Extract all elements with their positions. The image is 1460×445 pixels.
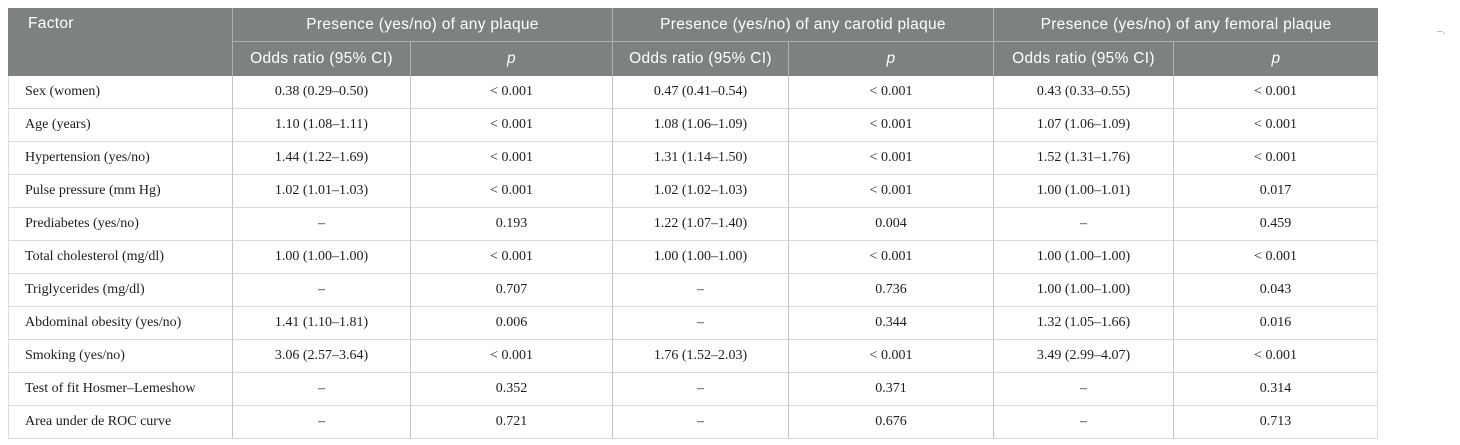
value-cell: 1.41 (1.10–1.81)	[232, 307, 410, 340]
factor-cell: Sex (women)	[8, 76, 232, 109]
subheader-odds-ratio-femoral: Odds ratio (95% CI)	[993, 41, 1173, 76]
value-cell: 0.004	[788, 208, 993, 241]
value-cell: < 0.001	[788, 142, 993, 175]
factor-cell: Total cholesterol (mg/dl)	[8, 241, 232, 274]
column-header-factor: Factor	[8, 8, 232, 76]
subheader-p-femoral: p	[1173, 41, 1378, 76]
value-cell: 1.00 (1.00–1.00)	[993, 241, 1173, 274]
value-cell: 0.017	[1173, 175, 1378, 208]
factor-cell: Triglycerides (mg/dl)	[8, 274, 232, 307]
factor-cell: Test of fit Hosmer–Lemeshow	[8, 373, 232, 406]
value-cell: 0.676	[788, 406, 993, 439]
value-cell: < 0.001	[1173, 109, 1378, 142]
value-cell: < 0.001	[1173, 142, 1378, 175]
factor-cell: Smoking (yes/no)	[8, 340, 232, 373]
subheader-odds-ratio-carotid: Odds ratio (95% CI)	[612, 41, 788, 76]
value-cell: 0.459	[1173, 208, 1378, 241]
value-cell: < 0.001	[1173, 340, 1378, 373]
value-cell: –	[232, 373, 410, 406]
value-cell: < 0.001	[410, 175, 612, 208]
value-cell: 1.02 (1.01–1.03)	[232, 175, 410, 208]
value-cell: 1.00 (1.00–1.00)	[612, 241, 788, 274]
value-cell: –	[232, 406, 410, 439]
value-cell: 1.08 (1.06–1.09)	[612, 109, 788, 142]
value-cell: 0.043	[1173, 274, 1378, 307]
subheader-odds-ratio-any: Odds ratio (95% CI)	[232, 41, 410, 76]
value-cell: < 0.001	[410, 109, 612, 142]
value-cell: < 0.001	[788, 241, 993, 274]
value-cell: 1.07 (1.06–1.09)	[993, 109, 1173, 142]
value-cell: 3.06 (2.57–3.64)	[232, 340, 410, 373]
value-cell: –	[612, 406, 788, 439]
value-cell: 1.00 (1.00–1.00)	[232, 241, 410, 274]
value-cell: < 0.001	[788, 76, 993, 109]
value-cell: 0.371	[788, 373, 993, 406]
value-cell: < 0.001	[410, 76, 612, 109]
factor-cell: Hypertension (yes/no)	[8, 142, 232, 175]
value-cell: < 0.001	[788, 109, 993, 142]
value-cell: –	[612, 373, 788, 406]
value-cell: 1.02 (1.02–1.03)	[612, 175, 788, 208]
factor-cell: Prediabetes (yes/no)	[8, 208, 232, 241]
value-cell: 0.38 (0.29–0.50)	[232, 76, 410, 109]
factor-cell: Age (years)	[8, 109, 232, 142]
value-cell: < 0.001	[1173, 241, 1378, 274]
value-cell: –	[232, 274, 410, 307]
factor-cell: Pulse pressure (mm Hg)	[8, 175, 232, 208]
value-cell: 0.006	[410, 307, 612, 340]
value-cell: < 0.001	[788, 340, 993, 373]
value-cell: 1.52 (1.31–1.76)	[993, 142, 1173, 175]
value-cell: 0.713	[1173, 406, 1378, 439]
value-cell: –	[612, 274, 788, 307]
value-cell: 1.76 (1.52–2.03)	[612, 340, 788, 373]
value-cell: 0.193	[410, 208, 612, 241]
value-cell: 1.22 (1.07–1.40)	[612, 208, 788, 241]
value-cell: –	[993, 208, 1173, 241]
value-cell: 3.49 (2.99–4.07)	[993, 340, 1173, 373]
value-cell: –	[232, 208, 410, 241]
value-cell: 1.10 (1.08–1.11)	[232, 109, 410, 142]
stray-mark: –.	[1436, 24, 1446, 38]
subheader-p-carotid: p	[788, 41, 993, 76]
value-cell: < 0.001	[788, 175, 993, 208]
value-cell: 0.314	[1173, 373, 1378, 406]
factor-cell: Area under de ROC curve	[8, 406, 232, 439]
factor-cell: Abdominal obesity (yes/no)	[8, 307, 232, 340]
subheader-p-any: p	[410, 41, 612, 76]
odds-ratio-table: Factor Presence (yes/no) of any plaque P…	[8, 8, 1378, 439]
value-cell: 1.44 (1.22–1.69)	[232, 142, 410, 175]
value-cell: 0.721	[410, 406, 612, 439]
value-cell: –	[612, 307, 788, 340]
value-cell: < 0.001	[410, 142, 612, 175]
value-cell: 1.32 (1.05–1.66)	[993, 307, 1173, 340]
value-cell: < 0.001	[410, 241, 612, 274]
value-cell: 0.47 (0.41–0.54)	[612, 76, 788, 109]
value-cell: 1.31 (1.14–1.50)	[612, 142, 788, 175]
value-cell: 0.344	[788, 307, 993, 340]
value-cell: 0.016	[1173, 307, 1378, 340]
group-header-any-plaque: Presence (yes/no) of any plaque	[232, 8, 612, 41]
value-cell: 1.00 (1.00–1.00)	[993, 274, 1173, 307]
value-cell: < 0.001	[410, 340, 612, 373]
value-cell: 0.736	[788, 274, 993, 307]
value-cell: –	[993, 373, 1173, 406]
value-cell: 0.43 (0.33–0.55)	[993, 76, 1173, 109]
value-cell: 1.00 (1.00–1.01)	[993, 175, 1173, 208]
value-cell: < 0.001	[1173, 76, 1378, 109]
group-header-femoral-plaque: Presence (yes/no) of any femoral plaque	[993, 8, 1378, 41]
value-cell: 0.352	[410, 373, 612, 406]
group-header-carotid-plaque: Presence (yes/no) of any carotid plaque	[612, 8, 993, 41]
value-cell: –	[993, 406, 1173, 439]
value-cell: 0.707	[410, 274, 612, 307]
